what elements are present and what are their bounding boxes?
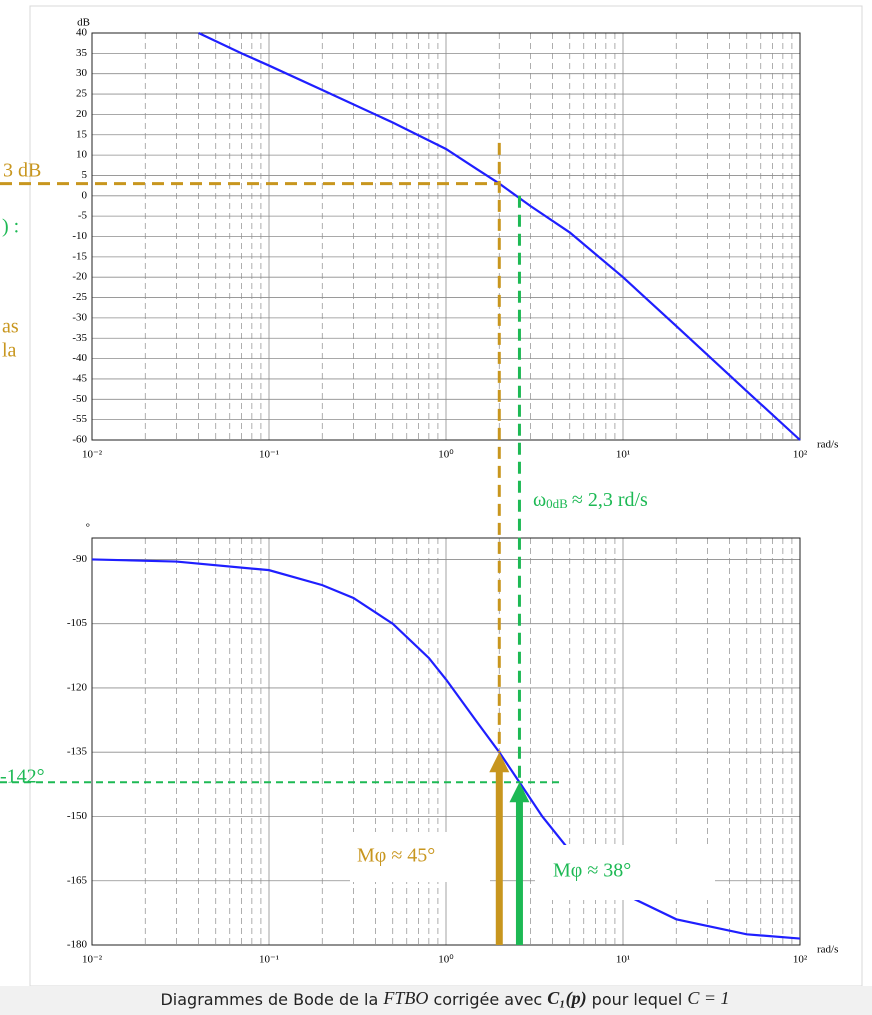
y-tick-label: -35 [72,332,87,344]
y-tick-label: -5 [78,210,88,222]
x-tick-label: 10¹ [616,954,630,966]
caption: Diagrammes de Bode de la FTBO corrigée a… [160,988,729,1009]
curve [91,558,801,940]
x-tick-label: 10⁰ [438,954,454,966]
x-tick-label: 10² [793,449,808,461]
y-tick-label: -55 [72,413,87,425]
y-tick-label: 35 [76,47,88,59]
plot-frame [91,537,801,946]
y-tick-label: -50 [72,393,87,405]
caption-part: C = 1 [687,988,729,1008]
y-tick-label: -15 [72,250,87,262]
y-tick-label: -20 [72,271,87,283]
y-tick-label: -60 [72,434,87,446]
y-tick-label: 20 [76,108,88,120]
y-tick-label: -180 [67,939,88,951]
y-tick-label: -30 [72,311,87,323]
caption-part: pour lequel [587,990,688,1009]
margin-label: Mφ ≈ 45° [357,845,435,867]
omega-symbol: ω [533,489,546,511]
x-tick-label: 10² [793,954,808,966]
gain-label: 3 dB [3,160,41,182]
label-box [350,832,490,882]
y-tick-label: -90 [72,553,87,565]
y-tick-label: -120 [67,681,88,693]
caption-part: C₁(p) [547,988,586,1009]
side-fragment: ) : [2,216,19,238]
label-box [526,484,726,516]
side-fragment: la [2,340,17,362]
y-tick-label: -150 [67,810,88,822]
y-tick-label: -165 [67,874,88,886]
y-unit: ° [86,522,90,534]
y-tick-label: 25 [76,88,88,100]
margin-label: Mφ ≈ 38° [553,860,631,882]
x-tick-label: 10⁻² [82,954,103,966]
arrow-head [489,752,510,773]
x-tick-label: 10¹ [616,449,630,461]
phase-label: -142° [0,766,45,788]
y-tick-label: 10 [76,149,88,161]
y-tick-label: -105 [67,617,88,629]
x-tick-label: 10⁻² [82,449,103,461]
y-tick-label: -25 [72,291,87,303]
y-tick-label: -10 [72,230,87,242]
y-tick-label: 15 [76,128,88,140]
omega-text: ≈ 2,3 rd/s [572,489,648,511]
y-tick-label: 40 [76,27,88,39]
caption-part: corrigée avec [428,990,547,1009]
x-unit: rad/s [817,944,838,956]
y-tick-label: 5 [82,169,88,181]
x-tick-label: 10⁰ [438,449,454,461]
x-tick-label: 10⁻¹ [259,449,279,461]
omega-label: ω0dB ≈ 2,3 rd/s [533,489,648,511]
y-tick-label: 0 [82,189,88,201]
caption-bar [0,986,872,1015]
caption-part: FTBO [382,988,428,1008]
curve [198,32,801,441]
x-unit: rad/s [817,439,838,451]
side-fragment: as [2,316,19,338]
y-tick-label: -40 [72,352,87,364]
y-tick-label: -45 [72,372,87,384]
y-unit: dB [77,17,90,29]
y-tick-label: 30 [76,67,88,79]
label-box [535,845,715,900]
arrow-head [509,782,530,803]
x-tick-label: 10⁻¹ [259,954,279,966]
plot-frame [91,32,801,441]
y-tick-label: -135 [67,746,88,758]
caption-part: Diagrammes de Bode de la [160,990,383,1009]
omega-sub: 0dB [546,496,568,511]
